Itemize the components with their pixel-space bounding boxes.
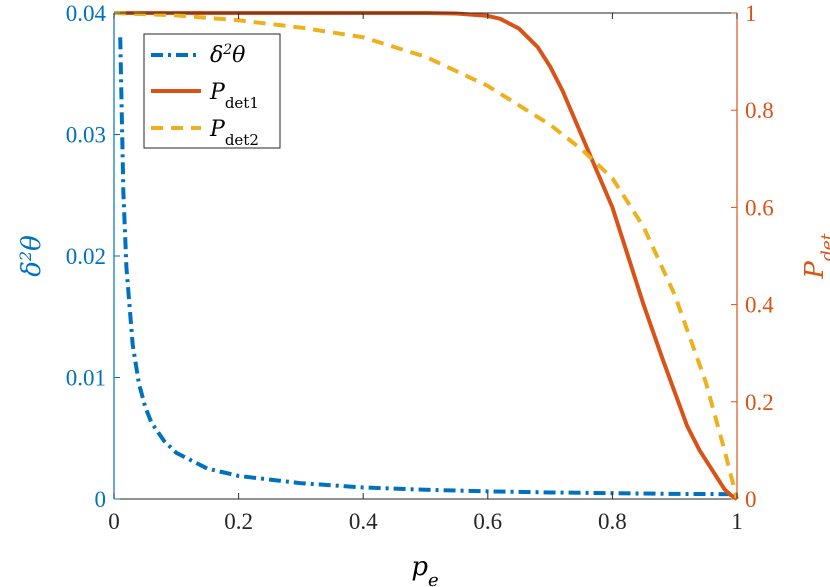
x-tick-label: 0.4 (349, 509, 378, 534)
y-left-tick-label: 0 (95, 487, 107, 512)
y-right-tick-label: 0.2 (745, 390, 774, 415)
y-right-tick-label: 0 (745, 487, 757, 512)
x-tick-label: 0.2 (224, 509, 253, 534)
x-tick-label: 0.8 (598, 509, 627, 534)
x-tick-label: 0 (108, 509, 120, 534)
tick-labels: 0 0.2 0.4 0.6 0.8 100.010.020.030.0400.20.40.… (66, 1, 775, 534)
legend-label-pdet1: Pdet1 (209, 80, 259, 112)
series-line-3 (113, 11, 739, 500)
x-tick-label: 0.6 (473, 509, 502, 534)
y-axis-right-label: Pdet (800, 233, 830, 279)
axes (113, 12, 738, 500)
legend-label-delta: δ2θ (210, 42, 245, 68)
y-left-tick-label: 0.01 (66, 366, 106, 391)
x-axis-label: pe (411, 552, 438, 587)
y-right-tick-label: 0.6 (745, 195, 774, 220)
y-right-tick-label: 0.8 (745, 98, 774, 123)
x-tick-label: 1 (731, 509, 743, 534)
legend-label-pdet2: Pdet2 (209, 117, 259, 149)
y-left-tick-label: 0.04 (66, 1, 107, 26)
y-left-tick-label: 0.03 (66, 123, 106, 148)
y-right-tick-label: 1 (745, 1, 757, 26)
legend: δ2θ Pdet1 Pdet2 (143, 33, 281, 149)
y-axis-left-label: δ2θ (16, 235, 48, 277)
y-left-tick-label: 0.02 (66, 244, 106, 269)
series-line-1 (118, 37, 738, 497)
y-right-tick-label: 0.4 (745, 293, 774, 318)
